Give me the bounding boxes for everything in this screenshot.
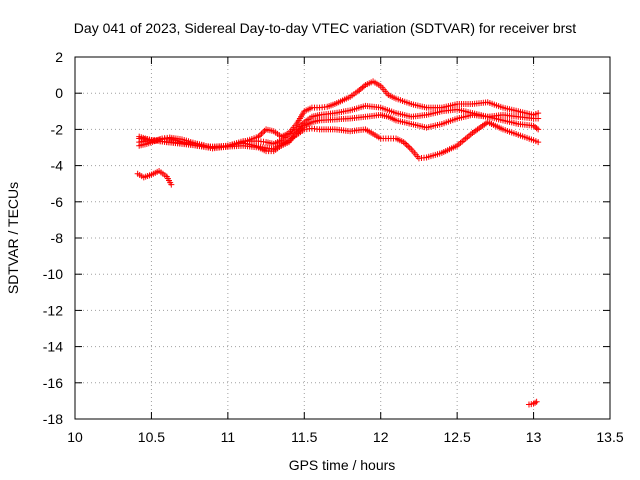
x-tick-label: 10 — [67, 429, 83, 445]
data-point — [535, 126, 542, 133]
series-track-e — [134, 168, 175, 188]
y-tick-label: -18 — [43, 411, 63, 427]
x-tick-label: 13 — [526, 429, 542, 445]
y-tick-label: 2 — [55, 49, 63, 65]
x-tick-label: 12 — [373, 429, 389, 445]
y-tick-label: -2 — [51, 121, 64, 137]
y-tick-label: -12 — [43, 302, 63, 318]
x-tick-label: 10.5 — [138, 429, 165, 445]
data-point — [168, 181, 175, 188]
y-tick-label: -6 — [51, 194, 64, 210]
y-tick-label: -14 — [43, 339, 63, 355]
series-track-f — [525, 398, 540, 408]
data-points — [134, 78, 542, 408]
y-tick-labels: 2 0 -2 -4 -6 -8 -10 -12 -14 -16 -18 — [43, 49, 63, 427]
series-track-b — [136, 102, 542, 151]
data-point — [533, 398, 540, 405]
y-tick-label: -8 — [51, 230, 64, 246]
y-axis-label: SDTVAR / TECUs — [5, 182, 21, 294]
y-tick-label: 0 — [55, 85, 63, 101]
data-point — [535, 110, 542, 117]
data-point — [535, 139, 542, 146]
x-tick-label: 11 — [221, 429, 236, 445]
y-tick-label: -4 — [51, 158, 64, 174]
x-tick-label: 13.5 — [596, 429, 623, 445]
series-track-d — [136, 119, 542, 162]
y-tick-label: -10 — [43, 266, 63, 282]
y-tick-label: -16 — [43, 375, 63, 391]
x-tick-label: 12.5 — [444, 429, 471, 445]
plot-border — [74, 56, 611, 420]
x-tick-label: 11.5 — [291, 429, 317, 445]
x-tick-labels: 10 10.5 11 11.5 12 12.5 13 13.5 — [67, 429, 624, 445]
chart-title: Day 041 of 2023, Sidereal Day-to-day VTE… — [74, 20, 576, 36]
data-point — [535, 115, 542, 122]
x-axis-label: GPS time / hours — [289, 457, 396, 473]
